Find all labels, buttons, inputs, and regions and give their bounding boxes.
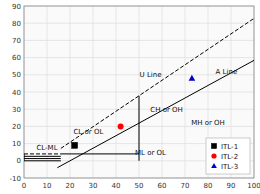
tick-label: 10 <box>12 140 21 148</box>
legend-marker <box>211 163 217 168</box>
reference-line <box>24 153 61 154</box>
tick-label: 50 <box>12 71 21 79</box>
zone-label: A Line <box>216 68 238 76</box>
tick-label: 100 <box>247 182 260 190</box>
tick-label: 60 <box>12 54 21 62</box>
tick-label: 50 <box>135 182 144 190</box>
plot-frame <box>24 6 254 178</box>
tick-label: 80 <box>12 20 21 28</box>
legend-entry: ITL-3 <box>221 163 238 171</box>
grid <box>24 6 254 178</box>
zone-label: MH or OH <box>191 119 225 127</box>
grid-line <box>24 23 254 24</box>
tick-label: 30 <box>89 182 98 190</box>
grid-line <box>24 57 254 58</box>
chart: 0102030405060708090100-10010203040506070… <box>0 0 260 194</box>
reference-line <box>24 156 61 157</box>
reference-line <box>61 153 139 154</box>
reference-line <box>24 158 61 159</box>
tick-label: 0 <box>17 157 21 165</box>
zone-label: CL-ML <box>36 144 57 152</box>
reference-line <box>61 18 254 148</box>
plot-background <box>24 6 254 178</box>
grid-line <box>24 40 254 41</box>
legend-frame <box>206 138 250 174</box>
grid-line <box>24 92 254 93</box>
tick-label: 70 <box>181 182 190 190</box>
point <box>118 123 124 129</box>
legend: ITL-1 ITL-2 ITL-3 <box>206 138 250 174</box>
tick-label: 10 <box>43 182 52 190</box>
tick-label: 90 <box>227 182 236 190</box>
tick-label: 70 <box>12 37 21 45</box>
tick-label: 20 <box>12 123 21 131</box>
tick-label: 60 <box>158 182 167 190</box>
legend-marker <box>211 143 216 148</box>
tick-label: 40 <box>12 89 21 97</box>
reference-line <box>57 60 254 167</box>
tick-label: 30 <box>12 106 21 114</box>
legend-marker <box>211 153 216 158</box>
reference-line <box>24 160 61 161</box>
point <box>72 142 78 148</box>
legend-entry: ITL-1 <box>221 143 238 151</box>
point <box>189 75 196 81</box>
zone-label: CL or OL <box>73 128 103 136</box>
tick-label: 80 <box>204 182 213 190</box>
zone-label: CH or OH <box>150 106 183 114</box>
tick-label: 20 <box>66 182 75 190</box>
reference-line <box>24 154 25 161</box>
legend-entry: ITL-2 <box>221 153 238 161</box>
zone-label: ML or OL <box>135 149 166 157</box>
tick-label: 0 <box>22 182 26 190</box>
tick-label: -10 <box>10 175 21 183</box>
tick-label: 90 <box>12 3 21 11</box>
zone-label: U Line <box>140 71 162 79</box>
tick-label: 40 <box>112 182 121 190</box>
